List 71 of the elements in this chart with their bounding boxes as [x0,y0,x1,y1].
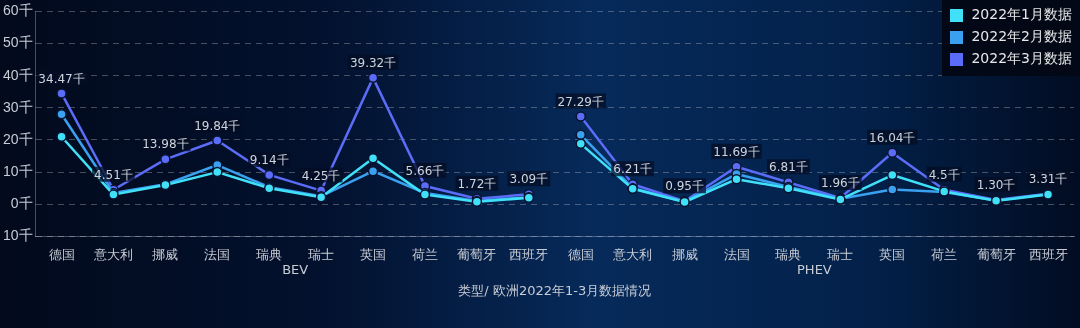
x-tick-label: 英国 [879,246,906,262]
y-tick-label: 30千 [2,98,33,115]
data-label: 5.66千 [405,164,445,179]
data-label: 4.5千 [928,167,960,182]
data-label: 3.09千 [509,172,549,187]
x-tick-label: 英国 [360,246,387,262]
text: BEV [282,261,309,277]
x-tick-label: 荷兰 [411,246,438,262]
y-tick-label: 10千 [2,227,33,244]
data-label: 39.32千 [349,56,397,70]
x-tick-label: 葡萄牙 [976,246,1016,262]
point [887,184,898,195]
x-tick-label: 意大利 [92,246,133,262]
point [56,109,67,120]
point [160,154,171,165]
data-label: 1.30千 [976,178,1016,193]
legend-label: 2022年2月数据 [971,28,1072,46]
legend-label: 2022年1月数据 [971,6,1072,24]
data-label: 1.72千 [457,176,497,191]
data-label: 4.25千 [301,168,341,183]
point [56,88,67,99]
y-tick-label: 50千 [2,34,33,51]
x-tick-label: 荷兰 [931,246,958,262]
data-label: 4.51千 [94,167,133,182]
y-tick-label: 20千 [2,130,33,147]
x-tick-label: 葡萄牙 [457,246,497,262]
x-tick-label: 挪威 [152,246,179,262]
y-tick-label: 60千 [2,2,33,19]
point [263,169,275,181]
data-label: 19.84千 [194,118,241,133]
point [575,129,586,141]
x-tick-label: 瑞典 [775,246,802,262]
point [212,166,223,178]
point [887,169,898,181]
x-tick-label: 西班牙 [509,246,549,262]
data-label: 9.14千 [249,153,289,167]
x-axis-title: 类型/ 欧洲2022年1-3月数据情况 [458,282,652,298]
y-tick-label: 40千 [2,66,33,83]
point [367,72,379,84]
x-tick-label: 瑞士 [827,246,854,262]
x-tick-label: 法国 [723,246,750,262]
x-tick-label: 瑞典 [256,246,283,262]
x-tick-label: 挪威 [671,246,698,262]
data-label: 13.98千 [142,137,189,152]
data-label: 11.69千 [713,144,760,159]
legend-label: 2022年3月数据 [971,50,1072,68]
x-tick-label: 德国 [567,246,594,262]
point [212,135,223,146]
data-label: 0.95千 [665,179,704,194]
point [731,173,742,185]
data-label: 34.47千 [38,71,85,86]
x-tick-label: 西班牙 [1028,246,1068,262]
data-label: 16.04千 [869,130,916,145]
point [575,138,586,150]
point [367,153,379,164]
point [575,111,586,122]
y-tick-label: 10千 [2,162,33,179]
text: PHEV [797,261,832,277]
data-label: 3.31千 [1028,171,1068,186]
point [887,147,898,158]
data-label: 6.81千 [769,160,808,175]
y-tick-label: 0千 [10,195,33,212]
data-label: 27.29千 [557,94,604,109]
data-label: 1.96千 [820,176,860,191]
x-tick-label: 意大利 [612,246,653,262]
data-label: 6.21千 [613,162,653,177]
x-tick-label: 德国 [48,246,75,262]
point [367,165,379,177]
point [56,131,67,143]
x-tick-label: 法国 [204,246,231,262]
x-tick-label: 瑞士 [308,246,335,262]
